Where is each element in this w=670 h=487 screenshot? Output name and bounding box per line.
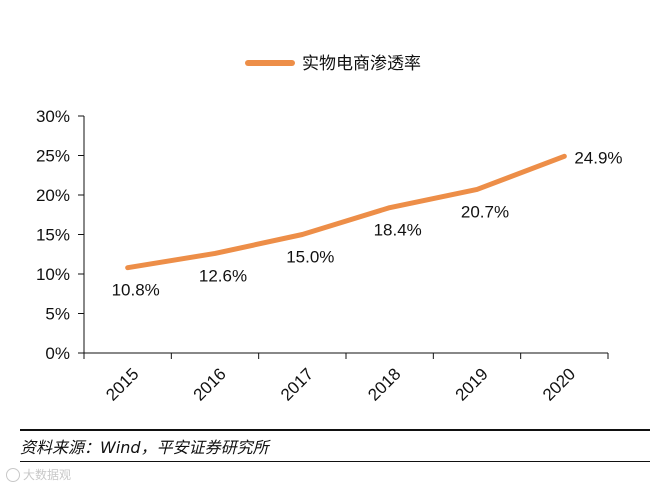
y-tick-label: 30%	[36, 107, 70, 126]
data-labels: 10.8% 12.6% 15.0% 18.4% 20.7% 24.9%	[112, 148, 623, 299]
data-label: 10.8%	[112, 281, 160, 300]
data-label: 12.6%	[199, 266, 247, 285]
data-label: 18.4%	[374, 221, 422, 240]
legend: 实物电商渗透率	[245, 54, 421, 73]
y-tick-label: 20%	[36, 186, 70, 205]
x-tick-label: 2020	[539, 364, 579, 404]
x-tick-label: 2016	[190, 364, 230, 404]
x-tick-label: 2018	[364, 364, 404, 404]
y-tick-label: 25%	[36, 147, 70, 166]
x-tick-label: 2015	[102, 364, 142, 404]
y-tick-label: 10%	[36, 265, 70, 284]
x-axis-ticks: 2015 2016 2017 2018 2019 2020	[83, 353, 609, 405]
watermark: 大数据观	[6, 466, 71, 483]
data-label: 15.0%	[286, 248, 334, 267]
series-line-group	[125, 153, 567, 271]
y-tick-label: 15%	[36, 226, 70, 245]
data-label: 24.9%	[574, 148, 622, 167]
axes	[83, 116, 608, 354]
source-bottom-rule	[20, 461, 650, 462]
source-top-rule	[20, 429, 650, 431]
y-axis-ticks: 0% 5% 10% 15% 20% 25% 30%	[36, 107, 84, 363]
x-tick-label: 2017	[277, 364, 317, 404]
legend-label: 实物电商渗透率	[302, 54, 421, 73]
y-tick-label: 0%	[45, 344, 70, 363]
x-tick-label: 2019	[452, 364, 492, 404]
watermark-text: 大数据观	[23, 468, 72, 482]
series-line	[125, 153, 567, 271]
y-tick-label: 5%	[45, 305, 70, 324]
watermark-icon	[6, 467, 20, 482]
source-note: 资料来源：Wind，平安证券研究所	[20, 438, 269, 457]
data-label: 20.7%	[461, 202, 509, 221]
